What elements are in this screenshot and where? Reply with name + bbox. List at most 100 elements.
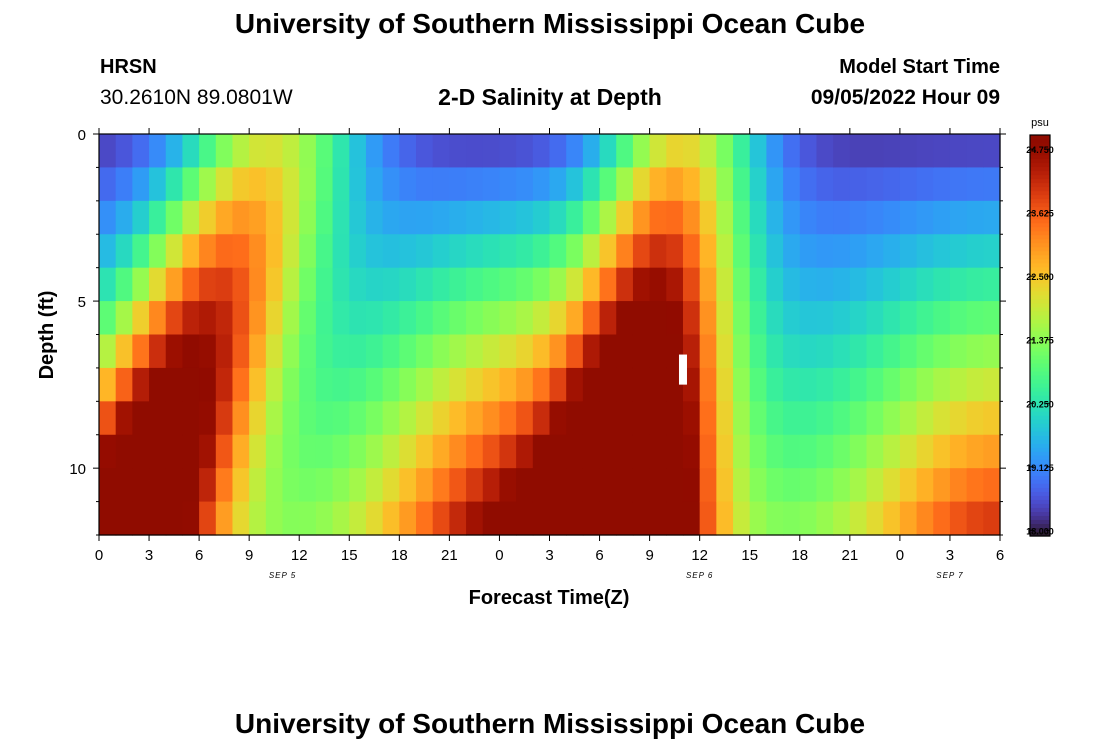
heatmap-cell	[966, 434, 984, 469]
heatmap-cell	[199, 401, 217, 436]
heatmap-cell	[599, 134, 617, 169]
heatmap-cell	[866, 267, 884, 302]
heatmap-cell	[632, 134, 651, 169]
station-name: HRSN	[100, 56, 157, 78]
heatmap-cell	[432, 200, 450, 235]
x-tick-label: 6	[195, 547, 203, 564]
heatmap-cell	[449, 234, 467, 269]
heatmap-cell	[382, 434, 400, 469]
heatmap-cell	[966, 401, 984, 436]
heatmap-cell	[432, 167, 450, 202]
heatmap-cell	[899, 401, 918, 436]
heatmap-cell	[149, 501, 167, 536]
heatmap-cell	[449, 401, 467, 436]
heatmap-cell	[149, 401, 167, 436]
chart-subtitle: 2-D Salinity at Depth	[438, 84, 662, 110]
colorbar-segment	[1030, 259, 1050, 264]
colorbar-segment	[1030, 487, 1050, 493]
heatmap-cell	[115, 234, 133, 269]
heatmap-cell	[582, 267, 601, 302]
colorbar-segment	[1030, 223, 1050, 228]
heatmap-cell	[516, 501, 534, 536]
heatmap-cell	[182, 367, 200, 402]
heatmap-cell	[299, 301, 317, 336]
heatmap-cell	[365, 134, 384, 169]
heatmap-cell	[315, 234, 334, 269]
heatmap-cell	[783, 367, 801, 402]
heatmap-cell	[482, 501, 501, 536]
colorbar-segment	[1030, 335, 1050, 341]
heatmap-cell	[532, 200, 551, 235]
heatmap-cell	[799, 334, 818, 369]
heatmap-cell	[482, 234, 501, 269]
heatmap-cell	[532, 267, 551, 302]
heatmap-cell	[766, 267, 784, 302]
colorbar-segment	[1030, 207, 1050, 212]
colorbar-segment	[1030, 279, 1050, 284]
heatmap-cell	[165, 267, 184, 302]
heatmap-cell	[833, 434, 851, 469]
heatmap-cell	[733, 468, 751, 503]
heatmap-cell	[199, 501, 217, 536]
heatmap-cell	[749, 200, 768, 235]
colorbar-segment	[1030, 263, 1050, 268]
heatmap-cell	[99, 401, 117, 436]
colorbar-segment	[1030, 431, 1050, 437]
heatmap-cell	[699, 134, 717, 169]
heatmap-cell	[165, 234, 184, 269]
heatmap-cell	[649, 200, 667, 235]
heatmap-cell	[766, 501, 784, 536]
heatmap-cell	[132, 401, 150, 436]
colorbar-segment	[1030, 179, 1050, 184]
heatmap-cell	[332, 200, 350, 235]
heatmap-cell	[866, 167, 884, 202]
heatmap-cell	[449, 501, 467, 536]
heatmap-cell	[866, 468, 884, 503]
heatmap-cell	[649, 267, 667, 302]
heatmap-cell	[599, 501, 617, 536]
heatmap-cell	[165, 367, 184, 402]
heatmap-cell	[232, 134, 250, 169]
heatmap-cell	[482, 267, 501, 302]
heatmap-cell	[733, 501, 751, 536]
heatmap-cell	[899, 434, 918, 469]
heatmap-cell	[682, 234, 701, 269]
heatmap-cell	[666, 301, 684, 336]
heatmap-cell	[749, 301, 768, 336]
heatmap-cell	[582, 367, 601, 402]
heatmap-cell	[466, 134, 484, 169]
heatmap-cell	[282, 468, 300, 503]
heatmap-cell	[983, 301, 1001, 336]
heatmap-cell	[149, 167, 167, 202]
heatmap-cell	[632, 434, 651, 469]
heatmap-cell	[249, 134, 267, 169]
colorbar-segment	[1030, 415, 1050, 421]
heatmap-cell	[849, 234, 868, 269]
heatmap-cell	[549, 367, 567, 402]
heatmap-cell	[649, 401, 667, 436]
heatmap-cell	[215, 267, 234, 302]
heatmap-cell	[949, 134, 968, 169]
heatmap-cell	[182, 401, 200, 436]
heatmap-cell	[649, 234, 667, 269]
colorbar-segment	[1030, 199, 1050, 204]
heatmap-cell	[115, 401, 133, 436]
heatmap-cell	[115, 468, 133, 503]
heatmap-cell	[315, 267, 334, 302]
heatmap-cell	[666, 200, 684, 235]
heatmap-cell	[666, 401, 684, 436]
heatmap-cell	[966, 468, 984, 503]
heatmap-cell	[265, 134, 284, 169]
heatmap-cell	[566, 434, 584, 469]
heatmap-cell	[182, 334, 200, 369]
heatmap-cell	[215, 167, 234, 202]
heatmap-cell	[616, 501, 634, 536]
heatmap-cell	[432, 434, 450, 469]
heatmap-cell	[516, 134, 534, 169]
heatmap-cell	[749, 134, 768, 169]
heatmap-cell	[983, 501, 1001, 536]
heatmap-cell	[416, 468, 434, 503]
heatmap-cell	[783, 501, 801, 536]
heatmap-cell	[582, 167, 601, 202]
heatmap-cell	[282, 167, 300, 202]
